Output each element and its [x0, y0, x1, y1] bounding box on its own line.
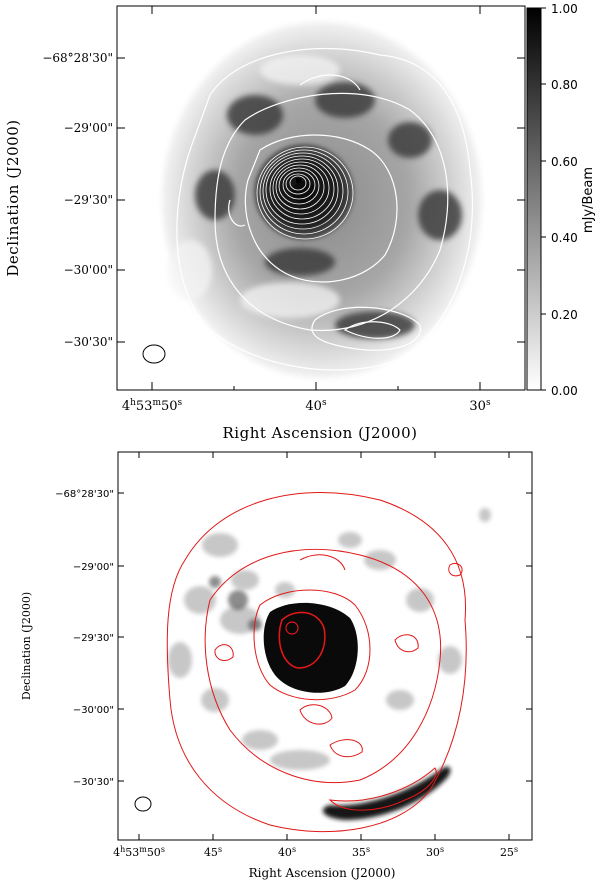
colorbar-tick-label: 1.00: [551, 2, 578, 16]
top-panel: −68°28'30" −29'00" −29'30" −30'00" −30'3…: [4, 2, 596, 442]
colorbar-label: mJy/Beam: [581, 167, 596, 233]
y-tick-label: −30'30": [73, 777, 114, 788]
x-tick-label: 45s: [204, 845, 222, 859]
bottom-beam-ellipse: [134, 796, 152, 812]
top-image: [117, 6, 525, 390]
x-tick-label: 35s: [352, 845, 370, 859]
colorbar: 1.00 0.80 0.60 0.40 0.20 0.00 mJy/Beam: [526, 2, 596, 398]
y-tick-label: −68°28'30": [55, 489, 114, 500]
top-y-tick-labels: −68°28'30" −29'00" −29'30" −30'00" −30'3…: [42, 51, 113, 349]
y-tick-label: −29'00": [64, 121, 113, 135]
y-tick-label: −30'00": [64, 263, 113, 277]
x-tick-label: 25s: [500, 845, 518, 859]
colorbar-tick-label: 0.80: [551, 78, 578, 92]
colorbar-tick-label: 0.20: [551, 308, 578, 322]
x-tick-label: 30s: [426, 845, 444, 859]
top-frame: [116, 5, 526, 391]
bottom-y-tick-labels: −68°28'30" −29'00" −29'30" −30'00" −30'3…: [55, 489, 114, 788]
x-tick-label: 40s: [305, 398, 327, 414]
y-tick-label: −29'00": [73, 562, 114, 573]
bottom-panel: −68°28'30" −29'00" −29'30" −30'00" −30'3…: [20, 451, 533, 880]
y-tick-label: −29'30": [64, 193, 113, 207]
bottom-frame: [117, 451, 533, 841]
top-core-contours: [256, 146, 354, 240]
top-x-axis-label: Right Ascension (J2000): [223, 424, 418, 442]
x-tick-label: 30s: [469, 398, 491, 414]
y-tick-label: −29'30": [73, 633, 114, 644]
x-tick-label: 4h53m50s: [113, 845, 165, 859]
colorbar-tick-label: 0.00: [551, 384, 578, 398]
bottom-x-tick-labels: 4h53m50s 45s 40s 35s 30s 25s: [113, 845, 518, 859]
bottom-y-axis-label: Declination (J2000): [20, 592, 33, 700]
y-tick-label: −68°28'30": [42, 51, 113, 65]
y-tick-label: −30'00": [73, 705, 114, 716]
y-tick-label: −30'30": [64, 335, 113, 349]
top-beam-ellipse: [142, 344, 166, 364]
top-contours: [176, 47, 473, 371]
colorbar-tick-label: 0.40: [551, 231, 578, 245]
x-tick-label: 4h53m50s: [122, 398, 183, 414]
top-x-tick-labels: 4h53m50s 40s 30s: [122, 398, 491, 414]
bottom-x-axis-label: Right Ascension (J2000): [249, 866, 396, 880]
x-tick-label: 40s: [278, 845, 296, 859]
top-y-axis-label: Declination (J2000): [4, 119, 22, 276]
bottom-contours: [166, 492, 467, 833]
colorbar-tick-label: 0.60: [551, 155, 578, 169]
bottom-ticks: [118, 452, 532, 840]
top-ticks: [117, 6, 525, 390]
bottom-image: [118, 452, 532, 840]
